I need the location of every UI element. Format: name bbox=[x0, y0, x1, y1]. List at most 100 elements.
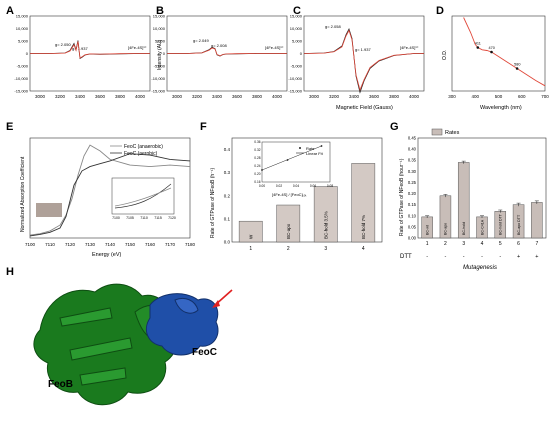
panel-d-xtick: 400 bbox=[471, 94, 479, 99]
panel-e-inset-xtick: 7110 bbox=[140, 216, 148, 220]
panel-c-plot: Magnetic Field (Gauss) g= 2.058 g= 1.937… bbox=[288, 14, 425, 111]
panel-f-inset-xtick: 0.04 bbox=[293, 184, 299, 188]
panel-d-xtick: 300 bbox=[448, 94, 456, 99]
panel-g-plot: Rate of GTPase of NFeoB (hour⁻¹) Rates D… bbox=[399, 128, 547, 271]
panel-f-ytick: 0.4 bbox=[224, 147, 231, 152]
panel-c-tag: [4Fe-4S]¹⁺ bbox=[400, 45, 419, 50]
panel-a-plot: g= 2.050 g= 1.937 [4Fe-4S]¹⁺ 3000 3200 340… bbox=[14, 14, 151, 99]
panel-f-bar bbox=[276, 204, 301, 243]
panel-b-xtick: 3400 bbox=[212, 94, 223, 99]
panel-d-plot: O.D. Wavelength (nm) 411 470 580 300 400 500 6… bbox=[442, 15, 549, 111]
panel-a-tag: [4Fe-4S]¹⁺ bbox=[128, 45, 147, 50]
panel-g-ytick: 0.10 bbox=[408, 213, 417, 218]
panel-e-plot: Normalized Absorption Coefficient Energy… bbox=[20, 137, 196, 258]
panel-g-dtt-value: - bbox=[499, 254, 501, 260]
panel-b-ylabel: Intensity (AU) bbox=[157, 39, 163, 70]
panel-a-g2-label: g= 1.937 bbox=[72, 46, 88, 51]
panel-c-g1-label: g= 2.058 bbox=[325, 24, 341, 29]
panel-b-ytick: 0 bbox=[163, 51, 166, 56]
panel-f-inset-ytick: 0.24 bbox=[254, 164, 260, 168]
panel-d-xtick: 700 bbox=[541, 94, 549, 99]
panel-g-xtick: 7 bbox=[535, 241, 538, 247]
panel-f-xtick: 2 bbox=[287, 246, 290, 252]
panel-f-bar bbox=[313, 186, 338, 243]
panel-f-inset-ytick: 0.32 bbox=[254, 148, 260, 152]
panel-g-dtt-value: - bbox=[481, 254, 483, 260]
panel-g-ytick: 0.30 bbox=[408, 169, 417, 174]
panel-f-inset-xtick: 0.00 bbox=[259, 184, 265, 188]
panel-d-peak-marker bbox=[490, 50, 493, 54]
panel-b-ytick: 10,000 bbox=[153, 26, 166, 31]
panel-g-legend: Rates bbox=[445, 130, 460, 136]
panel-f-bar-label: BC-apo bbox=[286, 223, 291, 239]
panel-e-series-0 bbox=[29, 144, 191, 236]
panel-f-inset-xlabel: [4Fe-4S] / [FeoC]ₜₒₜ bbox=[272, 192, 307, 197]
panel-b-ytick: -5,000 bbox=[154, 64, 166, 69]
panel-g-bar-label: BC-hold bbox=[462, 222, 466, 235]
panel-g-bar-label: BC-apo DTT bbox=[517, 214, 521, 235]
panel-g-bar-label: BC-apo bbox=[444, 223, 448, 235]
panel-g-ytick: 0.45 bbox=[408, 136, 417, 141]
panel-letter-c: C bbox=[293, 5, 301, 17]
panel-d-ylabel: O.D. bbox=[442, 50, 448, 60]
panel-c-series-1 bbox=[303, 29, 424, 92]
panel-c-xtick: 3000 bbox=[309, 94, 320, 99]
panel-e-xlabel: Energy (eV) bbox=[92, 252, 122, 258]
panel-g-xtick: 2 bbox=[444, 241, 447, 247]
panel-c-xtick: 3800 bbox=[389, 94, 400, 99]
panel-b-xtick: 3200 bbox=[192, 94, 203, 99]
panel-d-xtick: 600 bbox=[518, 94, 526, 99]
panel-a-xtick: 3000 bbox=[35, 94, 46, 99]
panel-f-bar bbox=[351, 163, 376, 243]
panel-d-series-0 bbox=[463, 17, 546, 87]
panel-g-bar-label: BC-C41A bbox=[480, 219, 484, 235]
panel-g-bar bbox=[531, 202, 543, 239]
panel-g-ytick: 0.05 bbox=[408, 224, 417, 229]
panel-f-xtick: 3 bbox=[324, 246, 327, 252]
panel-e-xtick: 7160 bbox=[145, 242, 156, 247]
panel-c-ytick: -10,000 bbox=[288, 76, 302, 81]
panel-b-plot: Intensity (AU) g= 2.049 g= 2.008 [4Fe-4S… bbox=[151, 14, 288, 99]
panel-h-structure: FeoB FeoC bbox=[33, 283, 233, 406]
panel-a-ytick: 10,000 bbox=[16, 26, 29, 31]
panel-f-inset-ytick: 0.36 bbox=[254, 140, 260, 144]
panel-e-xtick: 7110 bbox=[45, 242, 55, 247]
panel-f-xtick: 4 bbox=[362, 246, 365, 252]
panel-c-g2-label: g= 1.937 bbox=[355, 47, 371, 52]
panel-a-ytick: -15,000 bbox=[14, 89, 28, 94]
panel-a-series-1 bbox=[30, 41, 150, 59]
panel-e-xtick: 7130 bbox=[85, 242, 96, 247]
panel-f-inset-legend-fit: Linear Fit bbox=[306, 151, 324, 156]
panel-g-dtt-value: - bbox=[426, 254, 428, 260]
panel-e-inset-xtick: 7120 bbox=[168, 216, 176, 220]
panel-e-series-1 bbox=[29, 153, 191, 237]
panel-g-ylabel: Rate of GTPase of NFeoB (hour⁻¹) bbox=[399, 158, 405, 236]
panel-f-ylabel: Rate of GTPase of NFeoB (h⁻¹) bbox=[210, 168, 216, 238]
panel-c-xtick: 4000 bbox=[409, 94, 420, 99]
panel-c-ytick: -5,000 bbox=[291, 64, 303, 69]
panel-b-xtick: 4000 bbox=[272, 94, 283, 99]
panel-g-mutagenesis-label: Mutagenesis bbox=[463, 265, 497, 271]
panel-g-dtt-value: + bbox=[535, 254, 538, 260]
panel-f-inset-xtick: 0.06 bbox=[310, 184, 316, 188]
panel-e-xtick: 7140 bbox=[105, 242, 116, 247]
panel-f-ytick: 0.1 bbox=[224, 216, 231, 221]
panel-c-ytick: 10,000 bbox=[290, 26, 303, 31]
feob-label: FeoB bbox=[48, 379, 73, 390]
panel-e-preedge-highlight bbox=[36, 203, 62, 217]
panel-letter-e: E bbox=[6, 121, 13, 133]
panel-e-legend-anaerobic: FeoC (anaerobic) bbox=[124, 144, 163, 150]
panel-g-ytick: 0.20 bbox=[408, 191, 417, 196]
panel-a-ytick: 15,000 bbox=[16, 14, 29, 19]
panel-b-xtick: 3600 bbox=[232, 94, 243, 99]
panel-b-g1-label: g= 2.049 bbox=[193, 38, 209, 43]
panel-g-ytick: 0.15 bbox=[408, 202, 417, 207]
panel-g-dtt-value: - bbox=[445, 254, 447, 260]
panel-b-ytick: -15,000 bbox=[151, 89, 165, 94]
panel-d-peak-label: 580 bbox=[514, 63, 520, 67]
panel-d-peak-marker bbox=[515, 67, 519, 70]
panel-b-ytick: 15,000 bbox=[153, 14, 166, 19]
panel-f-bar-label: BC-hold 3.5% bbox=[323, 211, 328, 239]
panel-a-ytick: -10,000 bbox=[14, 76, 28, 81]
panel-b-xtick: 3000 bbox=[172, 94, 183, 99]
